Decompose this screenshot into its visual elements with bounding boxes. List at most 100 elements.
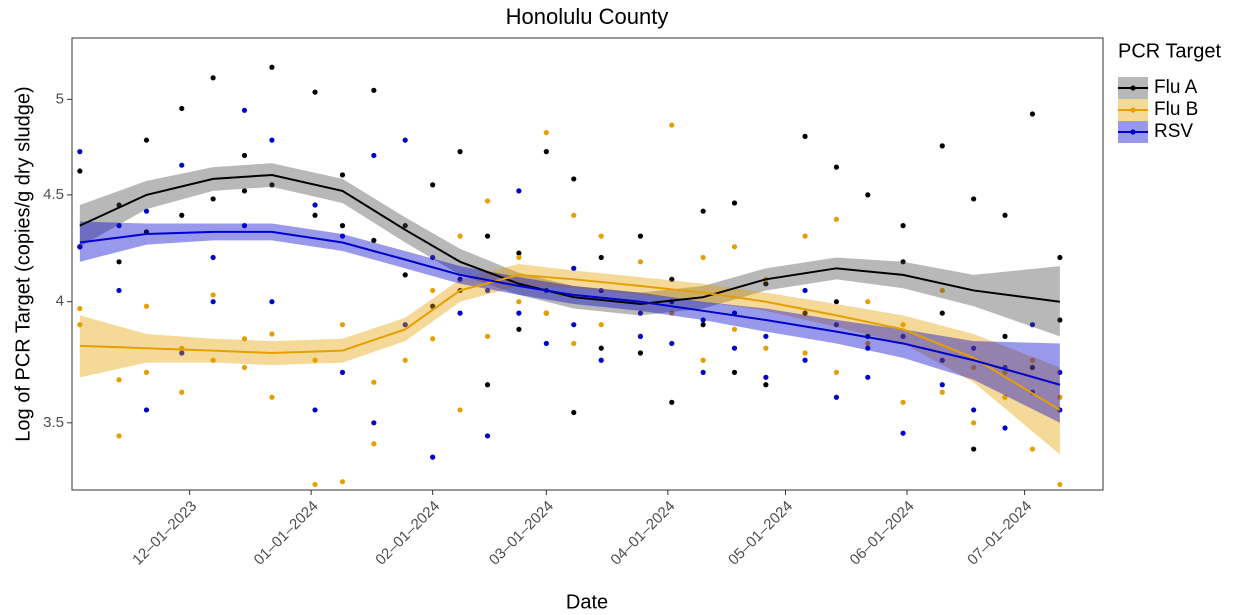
point — [833, 369, 840, 376]
point — [865, 345, 871, 351]
point — [939, 310, 945, 316]
point — [1029, 111, 1036, 117]
point — [669, 276, 675, 282]
point — [731, 326, 738, 332]
point — [312, 481, 318, 488]
point — [371, 441, 377, 447]
y-tick-label: 4.5 — [43, 186, 64, 203]
point — [430, 454, 436, 460]
point — [833, 299, 840, 305]
point — [516, 250, 522, 256]
point — [802, 357, 808, 363]
point — [457, 310, 463, 316]
point — [1002, 425, 1008, 431]
point — [210, 254, 216, 261]
point — [637, 233, 644, 239]
point — [143, 369, 150, 376]
point — [939, 389, 945, 395]
x-tick-label: 04–01–2024 — [607, 498, 678, 569]
point — [1057, 317, 1063, 323]
point — [571, 409, 577, 416]
point — [1029, 322, 1036, 328]
smooth-line — [79, 230, 1061, 386]
x-tick-label: 06–01–2024 — [847, 498, 918, 569]
point — [763, 382, 769, 388]
point — [269, 331, 275, 337]
point — [700, 317, 706, 323]
point — [543, 340, 549, 347]
point — [900, 223, 906, 229]
point — [700, 322, 706, 328]
point — [430, 254, 436, 261]
point — [269, 64, 275, 70]
point — [339, 172, 346, 178]
point — [457, 407, 463, 413]
point — [312, 202, 318, 208]
point — [571, 340, 577, 347]
point — [700, 369, 706, 376]
point — [484, 382, 491, 388]
point — [598, 287, 604, 294]
point — [763, 333, 769, 339]
point — [402, 137, 408, 143]
point — [543, 310, 549, 316]
point — [637, 333, 644, 339]
point — [1057, 394, 1063, 400]
point — [179, 105, 185, 112]
point — [598, 357, 604, 363]
point — [77, 168, 83, 174]
point — [241, 336, 248, 342]
point — [865, 374, 871, 380]
x-tick-label: 05–01–2024 — [725, 498, 796, 569]
point — [143, 303, 150, 309]
legend-point — [1130, 129, 1136, 135]
legend-point — [1130, 85, 1136, 91]
point — [241, 107, 248, 113]
point — [669, 122, 675, 128]
point — [241, 223, 248, 229]
point — [571, 322, 577, 328]
confidence-band — [79, 221, 1060, 423]
point — [116, 259, 122, 265]
point — [971, 407, 977, 413]
point — [339, 223, 346, 229]
point — [731, 200, 738, 206]
point — [516, 299, 522, 305]
point — [210, 292, 216, 298]
point — [402, 322, 408, 328]
point — [430, 287, 436, 294]
point — [971, 364, 977, 371]
point — [371, 420, 377, 426]
point — [802, 233, 808, 239]
point — [457, 233, 463, 239]
point — [1029, 446, 1036, 452]
point — [669, 310, 675, 316]
point — [833, 164, 840, 170]
point — [210, 75, 216, 81]
point — [516, 326, 522, 332]
point — [1002, 394, 1008, 400]
point — [900, 333, 906, 339]
point — [543, 130, 549, 136]
legend-point — [1130, 107, 1136, 113]
point — [1002, 369, 1008, 376]
point — [700, 254, 706, 261]
point — [430, 303, 436, 309]
point — [833, 322, 840, 328]
point — [210, 196, 216, 202]
smooth-line — [79, 273, 1061, 411]
point — [598, 254, 604, 261]
point — [571, 212, 577, 218]
point — [339, 479, 346, 485]
point — [971, 196, 977, 202]
point — [731, 244, 738, 250]
point — [484, 233, 491, 239]
point — [802, 287, 808, 294]
point — [402, 357, 408, 363]
legend-label: Flu B — [1154, 99, 1198, 120]
point — [1057, 254, 1063, 261]
point — [210, 299, 216, 305]
point — [143, 407, 150, 413]
point — [371, 237, 377, 243]
point — [516, 188, 522, 194]
